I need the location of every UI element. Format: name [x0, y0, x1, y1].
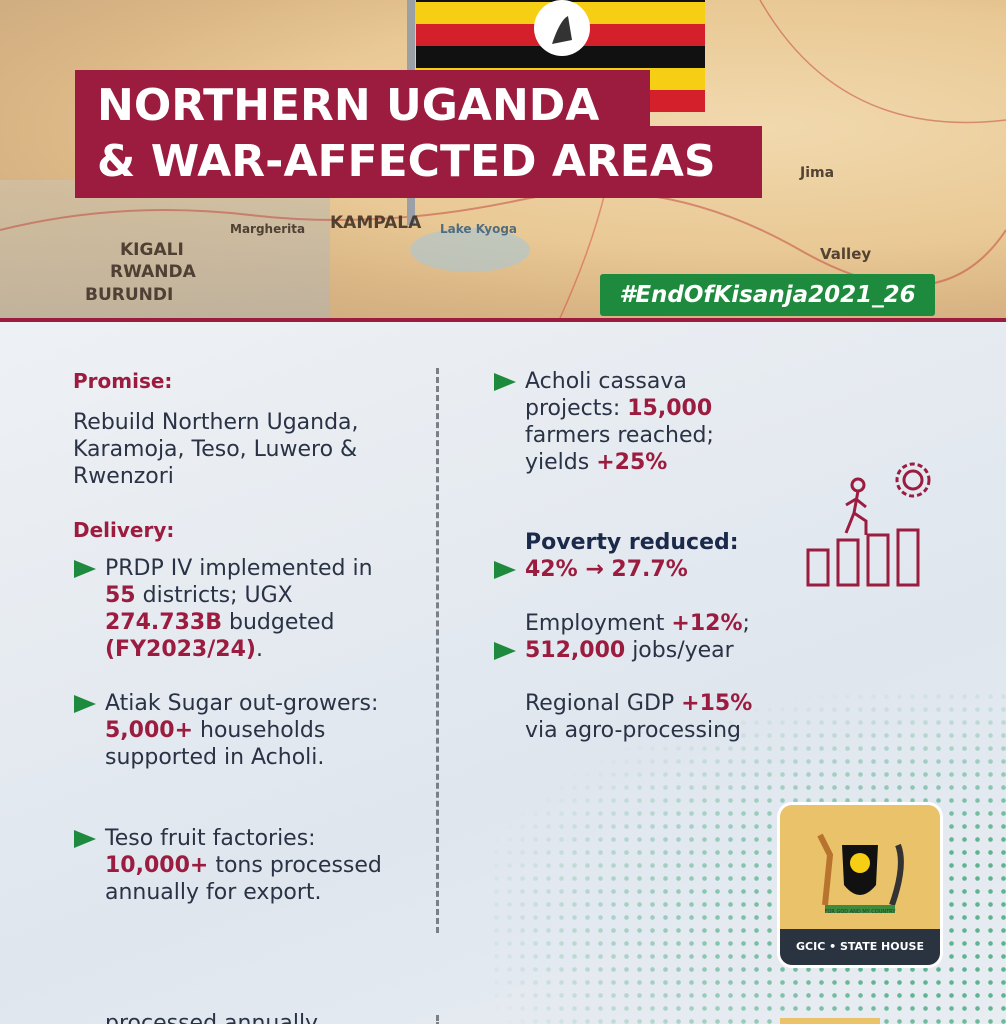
map-label: Lake Kyoga	[440, 222, 518, 236]
map-label: KIGALI	[120, 240, 184, 260]
footer-fragment: processed annually	[105, 1011, 319, 1024]
text-run: .	[255, 637, 263, 662]
text-run: Acholi cassava projects:	[525, 369, 687, 421]
list-item: Acholi cassava projects: 15,000 farmers …	[494, 368, 735, 476]
text-run: tons processed annually for export.	[105, 853, 382, 905]
map-label: Jima	[800, 165, 835, 181]
text-run: ;	[742, 611, 750, 636]
map-label: RWANDA	[110, 262, 196, 282]
map-label: Valley	[820, 245, 872, 263]
list-item: Regional GDP +15% via agro-processing	[525, 690, 785, 744]
text-run: 42% → 27.7%	[525, 557, 688, 582]
text-run: 10,000+	[105, 853, 209, 878]
text-run: Employment	[525, 611, 672, 636]
text-run: budgeted	[221, 610, 335, 635]
bullet-arrow	[494, 642, 516, 660]
bullet-arrow	[74, 560, 96, 578]
logo: FOR GOD AND MY COUNTRY GCIC • STATE HOUS…	[780, 805, 940, 965]
coat-of-arms	[817, 833, 904, 913]
text-run: farmers reached; yields	[525, 423, 714, 475]
text-run: 55	[105, 583, 136, 608]
bullet-arrow	[74, 695, 96, 713]
logo-caption: GCIC • STATE HOUSE	[780, 929, 940, 965]
text-run: jobs/year	[625, 638, 734, 663]
text-run: (FY2023/24)	[105, 637, 256, 662]
column-divider	[436, 1015, 439, 1024]
text-run: +15%	[681, 691, 753, 716]
list-item: Atiak Sugar out-growers: 5,000+ househol…	[74, 690, 395, 771]
text-run: 15,000	[627, 396, 713, 421]
motto: FOR GOD AND MY COUNTRY	[824, 909, 896, 915]
promise-text: Rebuild Northern Uganda, Karamoja, Teso,…	[73, 410, 359, 489]
hashtag: #EndOfKisanja2021_26	[600, 274, 935, 316]
text-run: 5,000+	[105, 718, 194, 743]
text-run: 512,000	[525, 638, 626, 663]
promise-heading: Promise:	[73, 369, 173, 393]
list-item: Employment +12%; 512,000 jobs/year	[494, 610, 785, 664]
text-run: Regional GDP	[525, 691, 682, 716]
text-run: PRDP IV implemented in	[105, 556, 373, 581]
map-label: KAMPALA	[330, 213, 422, 233]
delivery-heading: Delivery:	[73, 518, 175, 542]
title-line: & WAR-AFFECTED AREAS	[75, 126, 762, 198]
bullet-arrow	[74, 830, 96, 848]
list-item: PRDP IV implemented in 55 districts; UGX…	[74, 555, 395, 663]
text-run: via agro-processing	[525, 718, 741, 743]
column-divider	[436, 368, 439, 933]
text-run: districts; UGX	[135, 583, 293, 608]
text-run: +12%	[671, 611, 743, 636]
text-run: +25%	[596, 450, 668, 475]
text-run: Poverty reduced:	[525, 530, 739, 555]
header-map: KAMPALA KIGALI RWANDA BURUNDI Jima Valle…	[0, 0, 1006, 318]
divider	[0, 318, 1006, 322]
text-run: Atiak Sugar out-growers:	[105, 691, 379, 716]
bullet-arrow	[494, 373, 516, 391]
list-item: Poverty reduced: 42% → 27.7%	[494, 529, 755, 583]
text-run: Teso fruit factories:	[105, 826, 316, 851]
growth-icon	[806, 462, 931, 587]
map-label: Margherita	[230, 222, 306, 236]
text-run: 274.733B	[105, 610, 222, 635]
list-item: Teso fruit factories: 10,000+ tons proce…	[74, 825, 395, 906]
logo-edge	[780, 1018, 880, 1024]
map-label: BURUNDI	[85, 285, 174, 305]
text-run: households supported in Acholi.	[105, 718, 326, 770]
bullet-arrow	[494, 561, 516, 579]
